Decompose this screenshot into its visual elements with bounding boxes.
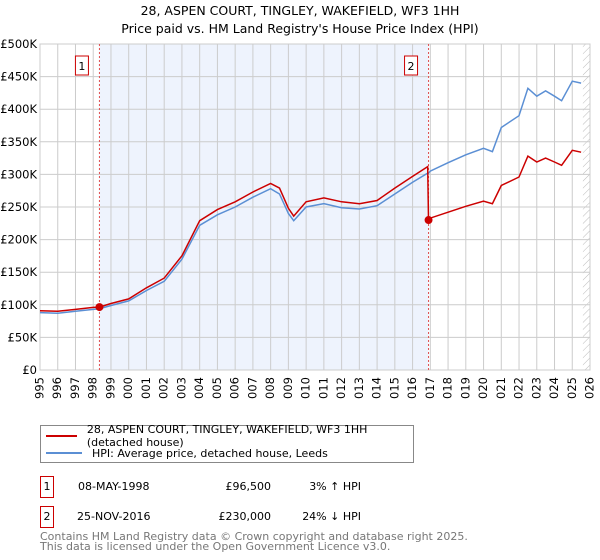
x-tick-label: 1996 (50, 377, 64, 400)
x-tick-label: 2000 (121, 377, 135, 400)
x-tick-label: 2019 (458, 377, 472, 400)
transaction-badge: 2 (40, 506, 54, 528)
x-tick-label: 2003 (174, 377, 188, 400)
x-tick-label: 2015 (387, 377, 401, 400)
marker-label: 1 (78, 60, 85, 73)
sale-point (424, 216, 433, 225)
x-tick-label: 2022 (512, 377, 526, 400)
y-tick-label: £500K (0, 37, 37, 51)
x-tick-label: 2024 (547, 377, 561, 400)
y-tick-label: £450K (0, 70, 37, 84)
legend-swatch-property (46, 435, 77, 437)
marker-badge (74, 55, 89, 76)
marker-label: 2 (408, 60, 415, 73)
chart-subtitle: Price paid vs. HM Land Registry's House … (121, 21, 479, 36)
x-tick-label: 2021 (494, 377, 508, 400)
x-tick-label: 2013 (352, 377, 366, 400)
x-tick-label: 1998 (86, 377, 100, 400)
y-tick-label: £300K (0, 167, 37, 181)
transaction-hpi-diff: 24% ↓ HPI (302, 510, 361, 523)
y-tick-label: £250K (0, 200, 37, 214)
x-tick-label: 2017 (423, 377, 437, 400)
x-tick-label: 1997 (68, 377, 82, 400)
x-tick-label: 2018 (441, 377, 455, 400)
footer-licence: This data is licensed under the Open Gov… (40, 540, 391, 553)
transaction-hpi-diff: 3% ↑ HPI (309, 480, 361, 493)
y-tick-label: £400K (0, 102, 37, 116)
x-tick-label: 2010 (299, 377, 313, 400)
legend-item-hpi: HPI: Average price, detached house, Leed… (46, 445, 328, 461)
chart-title: 28, ASPEN COURT, TINGLEY, WAKEFIELD, WF3… (140, 3, 460, 18)
footer-copyright: Contains HM Land Registry data © Crown c… (40, 530, 468, 543)
x-tick-label: 2020 (476, 377, 490, 400)
transaction-date: 08-MAY-1998 (78, 480, 150, 493)
x-tick-label: 2008 (263, 377, 277, 400)
x-tick-label: 2016 (405, 377, 419, 400)
transaction-price: £96,500 (225, 480, 272, 493)
hpi-line (39, 80, 582, 315)
x-tick-label: 1995 (33, 377, 47, 400)
x-tick-label: 2023 (529, 377, 543, 400)
y-tick-label: £200K (0, 233, 37, 247)
y-tick-label: £0 (22, 363, 37, 377)
property-line (39, 149, 582, 313)
legend-item-property: 28, ASPEN COURT, TINGLEY, WAKEFIELD, WF3… (46, 423, 413, 449)
transaction-badge: 1 (40, 476, 54, 498)
marker-badge (404, 55, 419, 76)
transaction-price: £230,000 (218, 510, 272, 523)
x-tick-label: 2025 (565, 377, 579, 400)
x-tick-label: 2001 (139, 377, 153, 400)
legend: 28, ASPEN COURT, TINGLEY, WAKEFIELD, WF3… (40, 423, 414, 463)
x-tick-label: 2006 (228, 377, 242, 400)
x-tick-label: 2004 (192, 377, 206, 400)
x-tick-label: 2012 (334, 377, 348, 400)
x-tick-label: 1999 (103, 377, 117, 400)
legend-label-property: 28, ASPEN COURT, TINGLEY, WAKEFIELD, WF3… (86, 423, 368, 449)
sale-point (95, 303, 104, 312)
x-tick-label: 2002 (157, 377, 171, 400)
legend-swatch-hpi (46, 452, 82, 454)
y-tick-label: £50K (8, 330, 38, 344)
x-tick-label: 2007 (245, 377, 259, 400)
x-tick-label: 2011 (316, 377, 330, 400)
plot-area: 1995 1996 1997 1998 1999 2000 2001 2002 2003 2004… (0, 37, 597, 400)
y-tick-label: £100K (0, 298, 37, 312)
x-tick-label: 2005 (210, 377, 224, 400)
plot-border (39, 43, 591, 371)
x-tick-label: 2014 (370, 377, 384, 400)
y-tick-label: £350K (0, 135, 37, 149)
y-tick-label: £150K (0, 265, 37, 279)
x-tick-label: 2009 (281, 377, 295, 400)
transaction-date: 25-NOV-2016 (77, 510, 151, 523)
legend-label-hpi: HPI: Average price, detached house, Leed… (92, 446, 328, 460)
x-tick-label: 2026 (583, 377, 597, 400)
